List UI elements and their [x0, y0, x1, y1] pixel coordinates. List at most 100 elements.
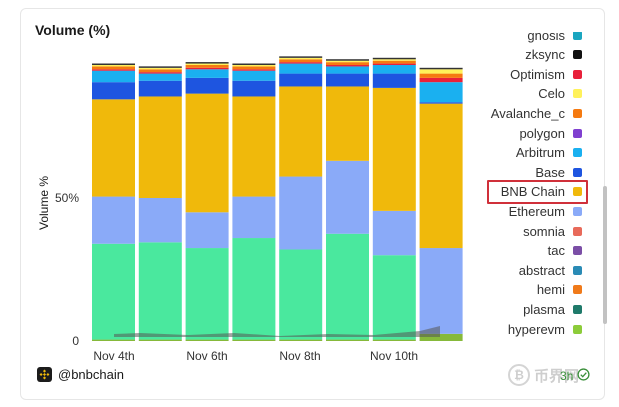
- legend-item[interactable]: Arbitrum: [516, 144, 582, 162]
- legend-item[interactable]: plasma: [523, 300, 582, 318]
- bar-segment: [372, 59, 416, 61]
- legend-item[interactable]: Ethereum: [509, 202, 582, 220]
- watermark-text: 币界网: [534, 367, 580, 385]
- bar-segment: [326, 62, 369, 66]
- bar-segment: [232, 238, 276, 340]
- bar-segment: [419, 82, 463, 103]
- bar-segment: [185, 212, 229, 249]
- legend-label: abstract: [518, 262, 565, 278]
- legend-label: BNB Chain: [500, 184, 565, 200]
- bar-segment: [419, 333, 463, 341]
- bar-segment: [185, 77, 229, 94]
- x-tick-label: Nov 6th: [186, 349, 227, 363]
- bar-segment: [232, 69, 276, 71]
- y-tick-label: 0: [72, 334, 79, 348]
- bar-cap: [419, 67, 463, 70]
- bar-segment: [138, 80, 182, 97]
- legend-label: tac: [547, 243, 565, 259]
- bar-cap: [138, 66, 182, 68]
- legend-item[interactable]: Optimism: [510, 65, 582, 83]
- legend-swatch: [573, 187, 582, 197]
- bar-segment: [279, 62, 323, 64]
- x-tick-label: Nov 10th: [370, 349, 418, 363]
- bar-segment: [372, 87, 416, 211]
- bar-segment: [419, 248, 463, 334]
- legend-item[interactable]: gnosis: [527, 32, 582, 44]
- legend-swatch: [573, 32, 582, 40]
- watermark: ₿ 币界网: [508, 364, 579, 386]
- legend-item[interactable]: hemi: [537, 281, 582, 299]
- bar-segment: [92, 65, 135, 67]
- legend-label: Celo: [538, 86, 565, 102]
- legend-swatch: [573, 167, 582, 177]
- legend-item[interactable]: Base: [535, 163, 582, 181]
- bar-segment: [279, 86, 323, 177]
- bar-segment: [232, 96, 276, 197]
- bar-segment: [138, 67, 182, 70]
- bar-segment: [372, 339, 416, 341]
- bar-cap: [326, 59, 369, 61]
- legend-label: somnia: [523, 223, 565, 239]
- refresh-interval: 3h: [560, 369, 574, 383]
- bar-segment: [138, 198, 182, 243]
- bar-segment: [92, 99, 135, 197]
- bar-segment: [185, 65, 229, 68]
- legend-swatch: [573, 206, 582, 216]
- legend-item[interactable]: somnia: [523, 222, 582, 240]
- legend-item[interactable]: abstract: [519, 261, 582, 279]
- legend-label: Avalanche_c: [490, 105, 565, 121]
- bar-segment: [92, 196, 135, 244]
- bar-segment: [326, 60, 369, 63]
- bar-segment: [419, 69, 463, 74]
- author-handle[interactable]: @bnbchain: [58, 367, 124, 382]
- legend-label: zksync: [525, 47, 565, 63]
- bar-segment: [372, 73, 416, 88]
- bar-segment: [232, 80, 276, 97]
- bar-segment: [92, 66, 135, 70]
- legend-swatch: [573, 265, 582, 275]
- legend-item[interactable]: BNB Chain: [486, 179, 589, 204]
- legend-item[interactable]: hyperevm: [508, 320, 582, 338]
- legend-label: hyperevm: [507, 321, 565, 337]
- bar-segment: [185, 248, 229, 340]
- bar-segment: [185, 93, 229, 213]
- legend-item[interactable]: Celo: [538, 85, 582, 103]
- bar-segment: [232, 196, 276, 239]
- bar-segment: [372, 65, 416, 74]
- bar-segment: [185, 67, 229, 70]
- legend-swatch: [573, 304, 582, 314]
- small-series-ribbon: [114, 326, 440, 337]
- legend-item[interactable]: polygon: [519, 124, 582, 142]
- refresh-indicator[interactable]: 3h: [560, 368, 590, 384]
- chart-title: Volume (%): [35, 22, 111, 38]
- bar-segment: [185, 63, 229, 66]
- bar-segment: [279, 339, 323, 341]
- bar-segment: [419, 77, 463, 83]
- bar-segment: [185, 69, 229, 78]
- bnbchain-logo-icon: [37, 367, 52, 382]
- bar-segment: [372, 60, 416, 64]
- x-tick-label: Nov 4th: [93, 349, 134, 363]
- legend-label: hemi: [536, 282, 565, 298]
- legend-swatch: [573, 324, 582, 334]
- bar-cap: [279, 56, 323, 58]
- y-tick-label: 50%: [55, 191, 79, 205]
- legend-label: Optimism: [510, 66, 565, 82]
- bar-segment: [279, 63, 323, 74]
- bar-cap: [92, 63, 135, 66]
- bar-segment: [419, 103, 463, 249]
- bar-segment: [138, 242, 182, 340]
- legend-label: Arbitrum: [515, 145, 565, 161]
- bar-segment: [326, 339, 369, 341]
- bar-segment: [279, 59, 323, 63]
- legend-item[interactable]: Avalanche_c: [491, 104, 582, 122]
- bar-segment: [232, 65, 276, 67]
- legend-swatch: [573, 128, 582, 138]
- bar-segment: [138, 69, 182, 73]
- bar-segment: [232, 339, 276, 341]
- legend-item[interactable]: tac: [548, 242, 582, 260]
- legend-item[interactable]: zksync: [525, 46, 582, 64]
- bar-segment: [372, 210, 416, 256]
- legend-scrollbar[interactable]: [603, 186, 607, 324]
